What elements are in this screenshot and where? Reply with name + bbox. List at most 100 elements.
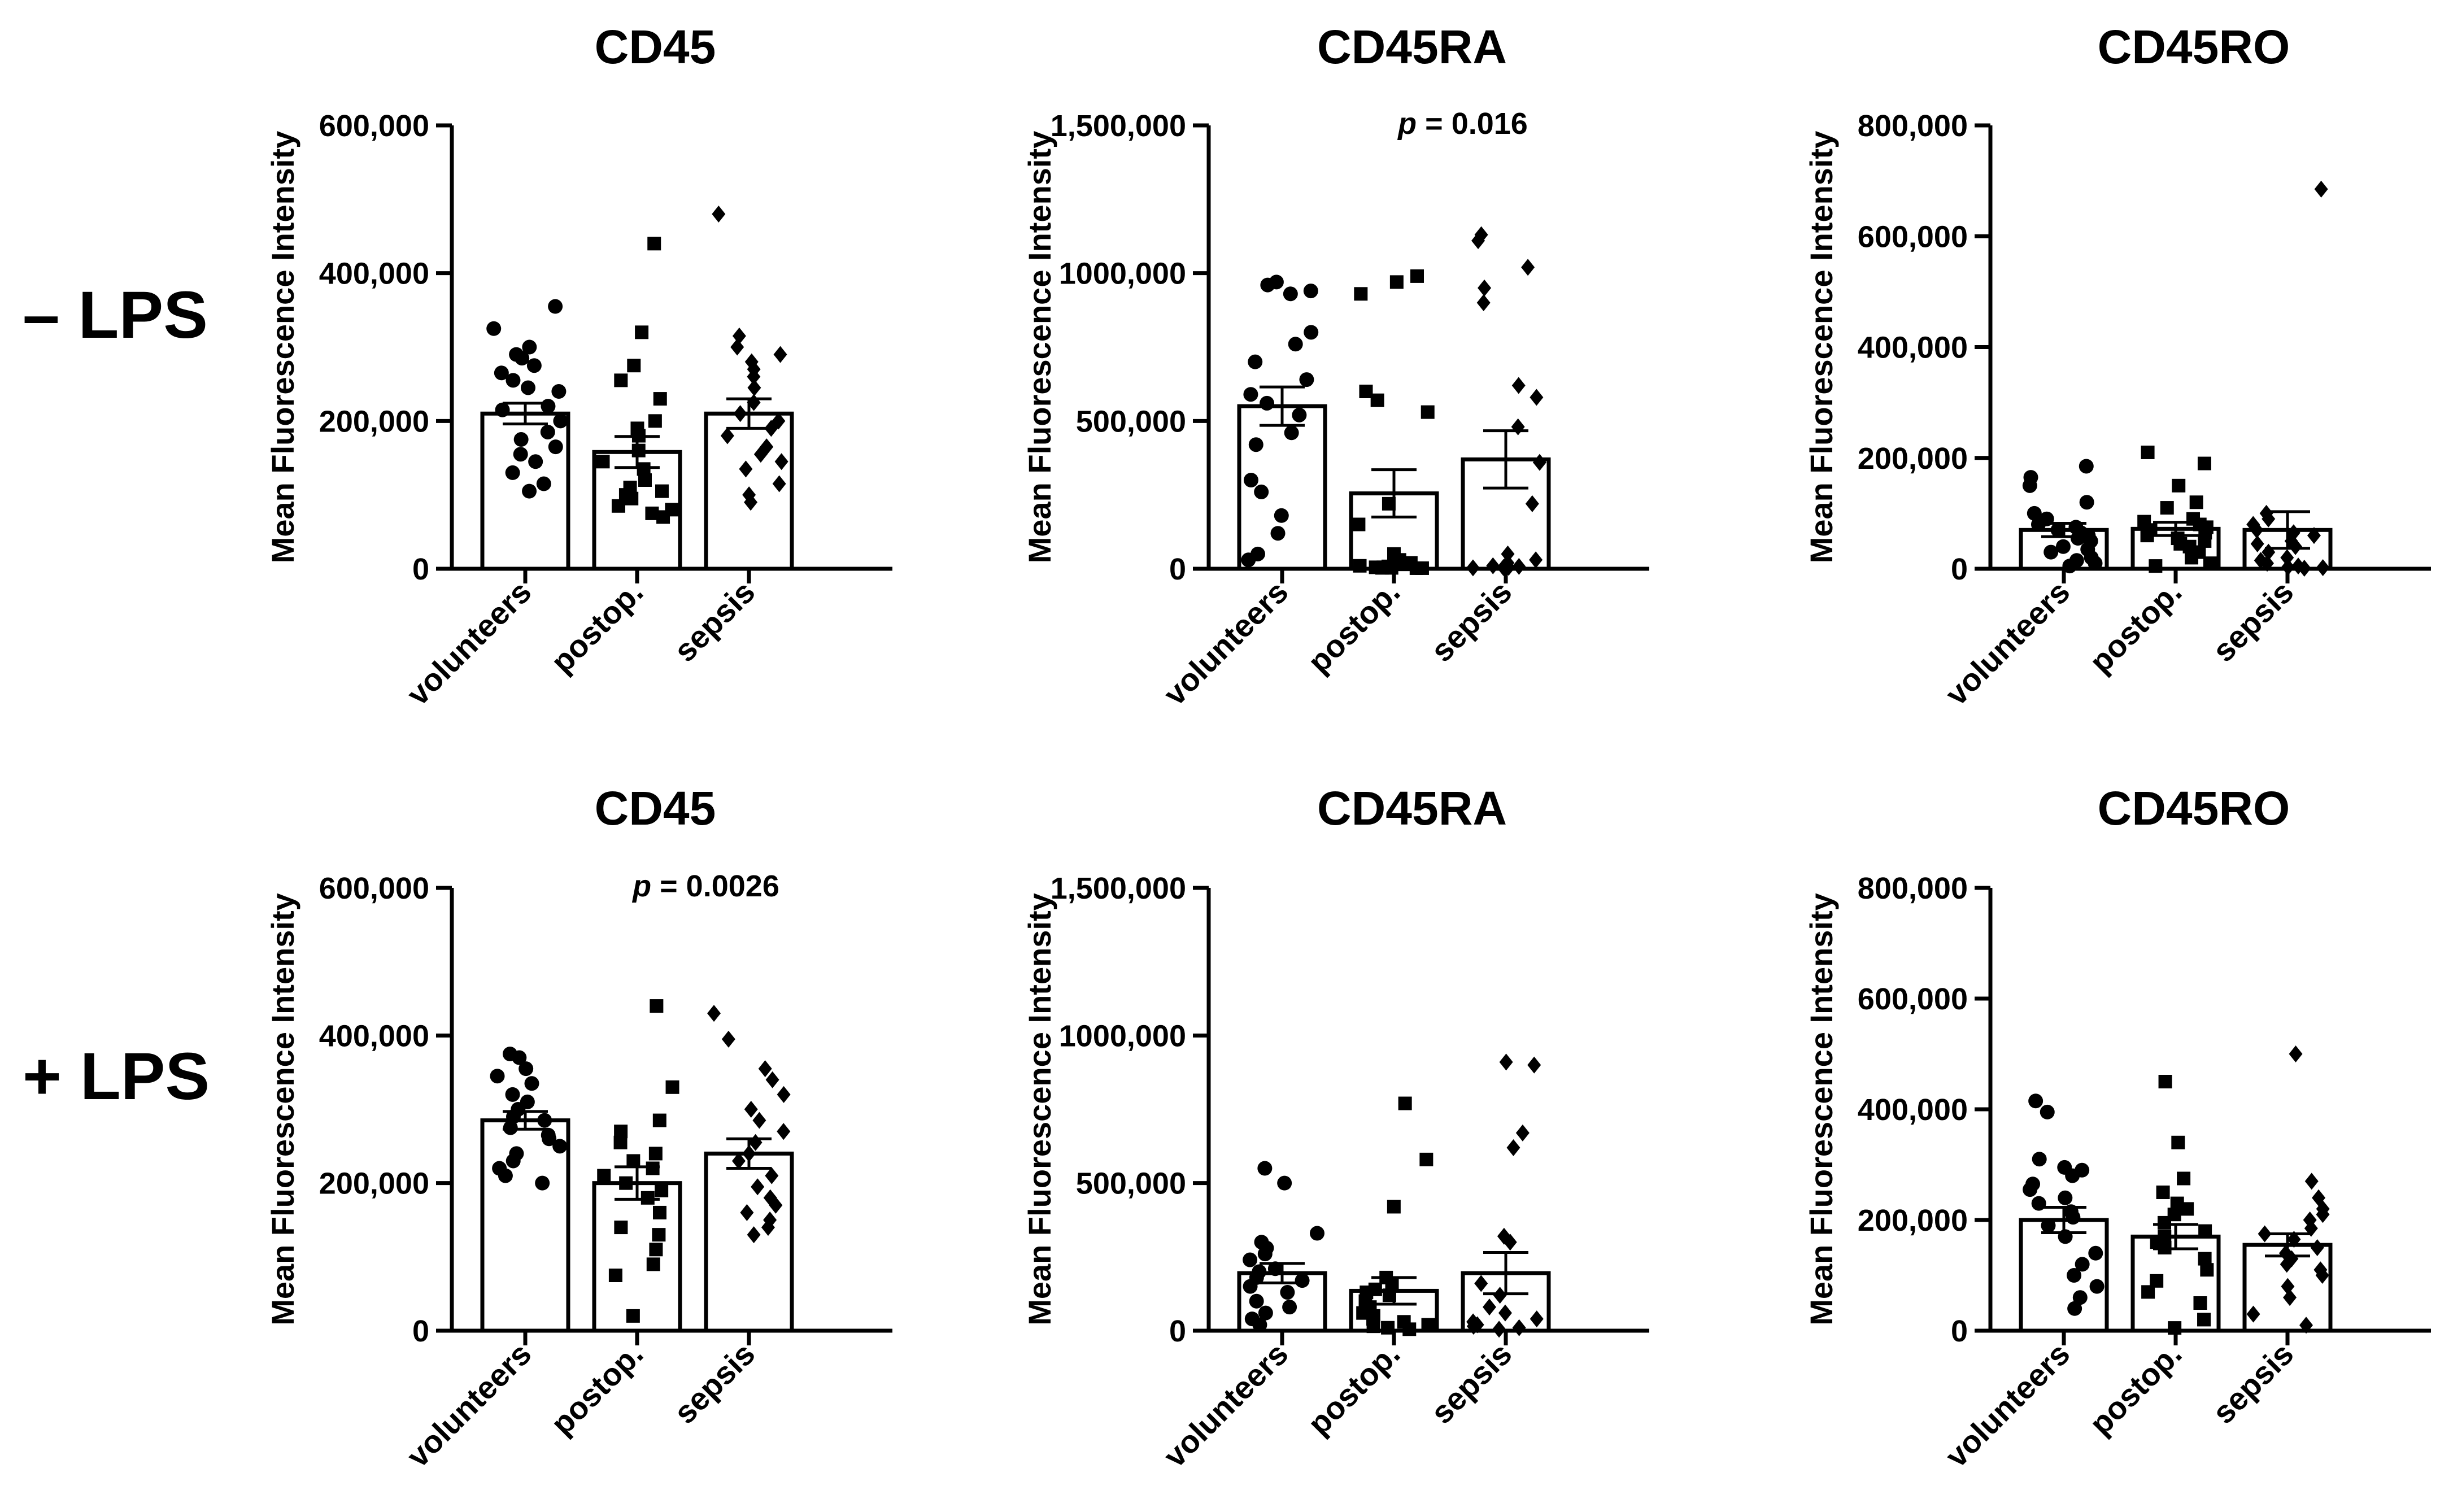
- p3-point-volunteers: [2055, 539, 2071, 554]
- row-label-minus-lps: – LPS: [23, 278, 208, 352]
- p1-point-volunteers: [505, 465, 520, 480]
- p6-point-sepsis: [2310, 1239, 2324, 1256]
- p2-point-postop: [1352, 517, 1366, 531]
- p6-point-volunteers: [2088, 1245, 2103, 1261]
- p4-point-volunteers: [498, 1168, 513, 1183]
- p6-point-volunteers: [2028, 1093, 2043, 1109]
- p4-point-postop: [648, 1147, 663, 1161]
- p1-ytick-label: 0: [412, 552, 429, 586]
- p3-point-volunteers: [2062, 559, 2077, 574]
- p3-point-volunteers: [2022, 478, 2037, 493]
- p6-point-postop: [2193, 1296, 2207, 1310]
- p5-point-volunteers: [1258, 1305, 1273, 1321]
- p1-point-sepsis: [712, 206, 726, 223]
- p5-ylabel: Mean Fluorescence Intensity: [1022, 893, 1057, 1326]
- p1-point-sepsis: [730, 338, 744, 356]
- p2-point-volunteers: [1288, 337, 1303, 352]
- p2-point-volunteers: [1304, 325, 1319, 340]
- p4-ytick-label: 600,000: [319, 872, 429, 905]
- p4-point-volunteers: [518, 1061, 534, 1077]
- p4-point-sepsis: [777, 1086, 791, 1103]
- p1-point-sepsis: [747, 379, 761, 396]
- p4-point-sepsis: [761, 1219, 775, 1236]
- p2-point-sepsis: [1478, 279, 1492, 297]
- p1-point-postop: [614, 373, 628, 387]
- p5-point-volunteers: [1243, 1279, 1258, 1294]
- p1-ylabel: Mean Fluorescence Intensity: [265, 131, 300, 564]
- p3-point-postop: [2197, 456, 2211, 470]
- p5-point-postop: [1402, 1322, 1417, 1336]
- p6-ytick-label: 200,000: [1858, 1204, 1968, 1238]
- p2-point-sepsis: [1521, 259, 1535, 276]
- p1-point-postop: [653, 392, 667, 406]
- p6-point-postop: [2171, 1135, 2185, 1149]
- p4-point-sepsis: [744, 1101, 758, 1118]
- p5-point-sepsis: [1515, 1124, 1530, 1141]
- p3-ytick-label: 0: [1951, 552, 1968, 586]
- p6-point-postop: [2177, 1171, 2191, 1186]
- p4-category-label: sepsis: [667, 1336, 762, 1431]
- p3-point-postop: [2140, 529, 2154, 543]
- p2-point-sepsis: [1466, 559, 1480, 577]
- p1-point-sepsis: [739, 460, 753, 478]
- p6-point-postop: [2156, 1186, 2170, 1199]
- p1-point-volunteers: [495, 402, 510, 417]
- p2-point-postop: [1375, 561, 1389, 575]
- p1-point-sepsis: [772, 475, 786, 493]
- p3-point-sepsis: [2307, 527, 2321, 544]
- p6-point-volunteers: [2065, 1168, 2080, 1183]
- p3-category-label: postop.: [2082, 574, 2189, 680]
- p2-point-volunteers: [1260, 277, 1275, 293]
- p1-point-postop: [611, 499, 625, 513]
- p1-title: CD45: [595, 20, 716, 73]
- p1-point-volunteers: [520, 380, 535, 395]
- p2-point-volunteers: [1243, 387, 1258, 402]
- p5-point-volunteers: [1277, 1175, 1292, 1191]
- p5-ytick-label: 500,000: [1076, 1167, 1186, 1201]
- p1-point-postop: [627, 359, 641, 373]
- p1-point-volunteers: [536, 476, 551, 491]
- p5-point-volunteers: [1257, 1161, 1273, 1176]
- p2-point-volunteers: [1248, 354, 1263, 369]
- p6-point-sepsis: [2304, 1173, 2319, 1190]
- p1-ytick-label: 600,000: [319, 109, 429, 143]
- p2-ytick-label: 0: [1169, 552, 1186, 586]
- p4-point-sepsis: [731, 1152, 746, 1170]
- p6-ylabel: Mean Fluorescence Intensity: [1803, 893, 1839, 1326]
- p3-point-volunteers: [2043, 544, 2059, 560]
- p5-point-sepsis: [1512, 1319, 1526, 1336]
- p2-point-volunteers: [1248, 437, 1263, 452]
- p4-point-sepsis: [751, 1178, 765, 1196]
- p2-point-postop: [1370, 393, 1384, 407]
- p5-point-volunteers: [1257, 1247, 1273, 1262]
- p5-point-sepsis: [1530, 1310, 1544, 1328]
- p2-point-volunteers: [1283, 286, 1298, 302]
- p1-point-volunteers: [526, 358, 542, 373]
- p4-point-postop: [640, 1191, 655, 1205]
- p3-point-sepsis: [2289, 538, 2303, 555]
- p4-point-sepsis: [758, 1060, 772, 1078]
- p4-point-volunteers: [535, 1175, 550, 1191]
- p4-point-sepsis: [765, 1071, 779, 1088]
- p5-point-sepsis: [1506, 1139, 1520, 1156]
- p4-category-label: postop.: [544, 1336, 650, 1442]
- p2-point-sepsis: [1512, 557, 1526, 575]
- p6-point-sepsis: [2315, 1267, 2329, 1284]
- p4-point-postop: [608, 1269, 622, 1282]
- p1-point-volunteers: [540, 424, 555, 439]
- p4-ytick-label: 400,000: [319, 1019, 429, 1053]
- p1-point-volunteers: [541, 399, 556, 414]
- p2-category-label: sepsis: [1424, 574, 1519, 669]
- p5-point-sepsis: [1493, 1287, 1507, 1304]
- p3-point-postop: [2172, 478, 2186, 493]
- p1-point-postop: [656, 510, 670, 524]
- p2-ytick-label: 1000,000: [1059, 257, 1186, 291]
- p3-ylabel: Mean Fluorescence Intensity: [1803, 131, 1839, 564]
- p1-point-postop: [655, 484, 669, 498]
- p4-point-postop: [626, 1309, 640, 1323]
- p3-point-postop: [2185, 551, 2199, 565]
- p3-point-sepsis: [2250, 535, 2264, 552]
- p1-point-volunteers: [522, 483, 537, 499]
- p4-point-volunteers: [506, 1109, 521, 1125]
- p5-point-postop: [1366, 1319, 1380, 1334]
